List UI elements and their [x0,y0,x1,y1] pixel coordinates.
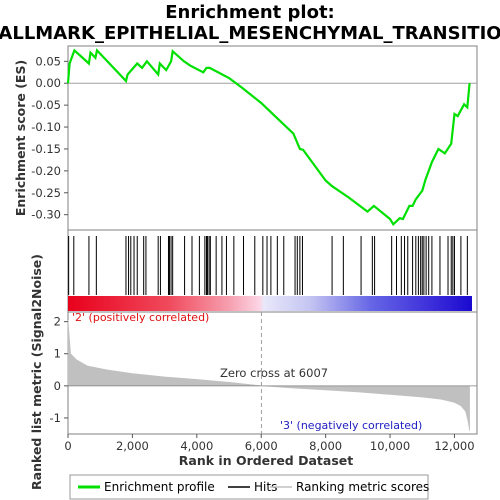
rank-color-bar [68,296,472,311]
x-tick-label: 6,000 [245,439,278,453]
es-y-axis-label: Enrichment score (ES) [13,60,28,216]
hit-marks [68,236,468,295]
x-axis-ticks: 0 2,000 4,000 6,000 8,000 10,000 12,000 [64,434,475,453]
metric-y-tick-label: -1 [50,411,61,425]
es-panel-frame [67,45,478,231]
es-y-tick-label: -0.10 [31,120,61,134]
metric-y-axis-label: Ranked list metric (Signal2Noise) [29,254,44,490]
metric-y-ticks: 2 1 0 -1 [50,315,68,425]
metric-y-tick-label: 0 [54,379,61,393]
metric-area [67,319,470,431]
es-y-tick-label: -0.15 [31,142,61,156]
metric-y-tick-label: 1 [54,347,61,361]
pos-correlated-label: '2' (positively correlated) [72,311,209,324]
neg-correlated-label: '3' (negatively correlated) [280,419,422,432]
x-tick-label: 2,000 [116,439,149,453]
x-axis-label: Rank in Ordered Dataset [179,453,353,468]
chart-title-line1: Enrichment plot: [165,2,335,23]
es-y-tick-label: -0.30 [31,208,61,222]
legend-hits-label: Hits [254,480,277,494]
metric-panel-frame [67,311,478,435]
legend-es-label: Enrichment profile [104,480,215,494]
x-tick-label: 8,000 [309,439,342,453]
x-tick-label: 4,000 [180,439,213,453]
es-y-tick-label: -0.25 [31,186,61,200]
es-curve [66,48,471,227]
metric-y-tick-label: 2 [54,315,61,329]
x-tick-label: 0 [64,439,71,453]
zero-cross-label: Zero cross at 6007 [220,366,328,380]
es-y-ticks: 0.05 0.00 -0.05 -0.10 -0.15 -0.20 -0.25 -0.30 [31,54,68,222]
chart-title-line2: HALLMARK_EPITHELIAL_MESENCHYMAL_TRANSITI… [0,23,500,44]
x-tick-label: 12,000 [434,439,474,453]
es-y-tick-label: 0.00 [35,76,61,90]
es-y-tick-label: -0.05 [31,98,61,112]
x-tick-label: 10,000 [370,439,410,453]
es-y-tick-label: 0.05 [35,54,61,68]
legend-metric-label: Ranking metric scores [296,480,429,494]
es-y-tick-label: -0.20 [31,164,61,178]
